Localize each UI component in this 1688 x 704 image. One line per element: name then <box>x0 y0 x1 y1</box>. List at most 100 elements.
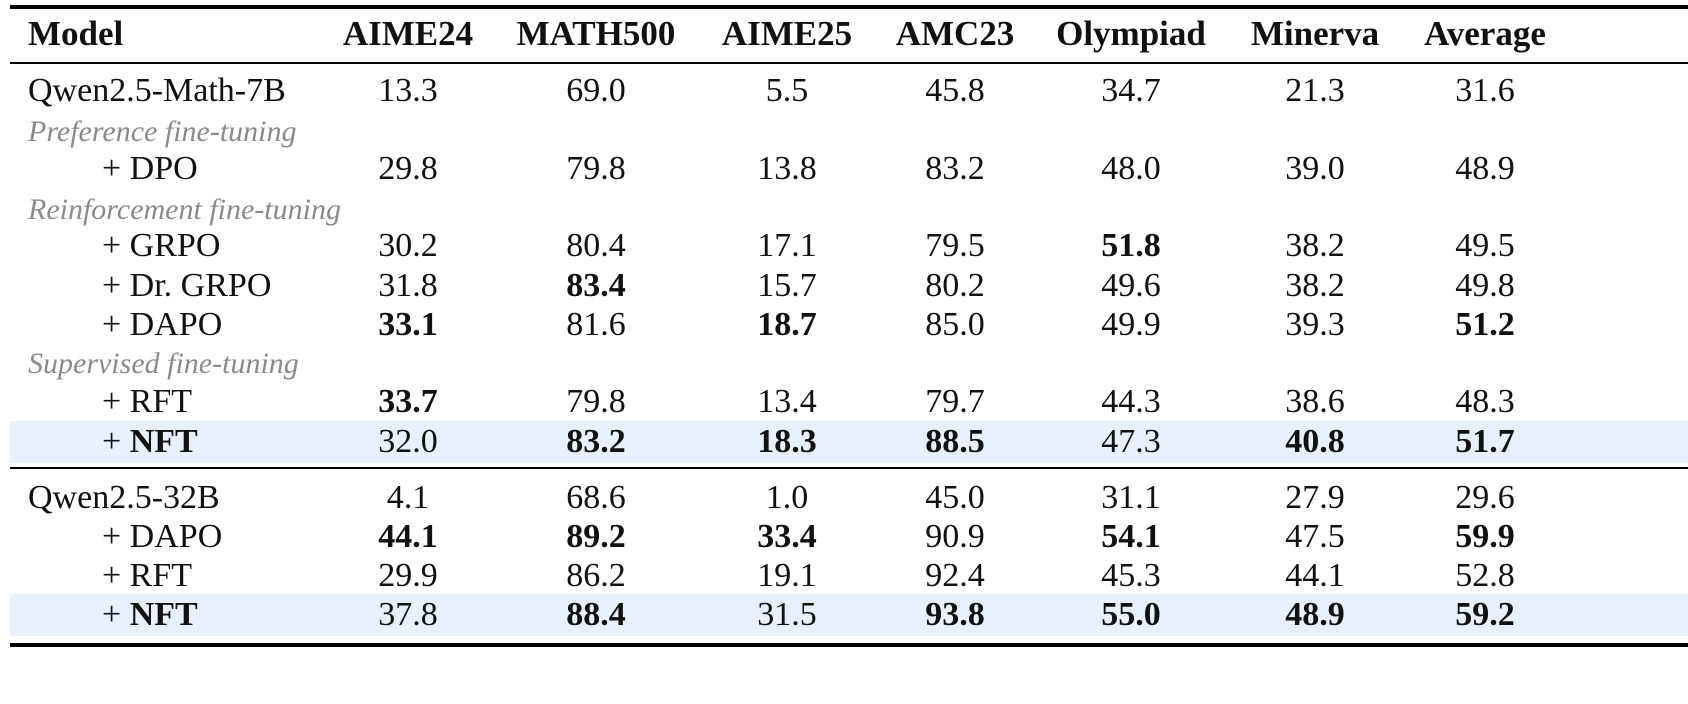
aime24-value: 44.1 <box>378 518 438 555</box>
section-label-supervised: Supervised fine-tuning <box>28 347 299 380</box>
group-separator-rule <box>10 467 1688 469</box>
olympiad-value: 49.6 <box>1101 267 1161 304</box>
table-row: + RFT 29.9 86.2 19.1 92.4 45.3 44.1 52.8 <box>10 555 1688 597</box>
aime24-value: 32.0 <box>378 423 438 460</box>
amc23-value: 88.5 <box>925 423 985 460</box>
math500-value: 80.4 <box>566 227 626 264</box>
header-olympiad: Olympiad <box>1056 14 1206 53</box>
olympiad-value: 45.3 <box>1101 557 1161 594</box>
average-value: 49.5 <box>1455 227 1515 264</box>
aime24-value: 13.3 <box>378 72 438 109</box>
amc23-value: 93.8 <box>925 596 985 633</box>
math500-value: 79.8 <box>566 150 626 187</box>
header-aime25: AIME25 <box>721 14 853 53</box>
average-value: 51.7 <box>1455 423 1515 460</box>
aime25-value: 15.7 <box>757 267 817 304</box>
math500-value: 69.0 <box>566 72 626 109</box>
model-name-nft: NFT <box>129 596 198 633</box>
aime24-value: 30.2 <box>378 227 438 264</box>
amc23-value: 92.4 <box>925 557 985 594</box>
aime25-value: 13.8 <box>757 150 817 187</box>
average-value: 52.8 <box>1455 557 1515 594</box>
model-name: + GRPO <box>102 227 221 264</box>
aime24-value: 29.8 <box>378 150 438 187</box>
olympiad-value: 47.3 <box>1101 423 1161 460</box>
header-row: Model AIME24 MATH500 AIME25 AMC23 Olympi… <box>10 13 1688 55</box>
model-name: + DPO <box>102 150 198 187</box>
header-aime24: AIME24 <box>342 14 474 53</box>
math500-value: 81.6 <box>566 306 626 343</box>
table-row: + Dr. GRPO 31.8 83.4 15.7 80.2 49.6 38.2… <box>10 265 1688 307</box>
minerva-value: 40.8 <box>1285 423 1345 460</box>
math500-value: 89.2 <box>566 518 626 555</box>
aime25-value: 1.0 <box>765 479 809 516</box>
average-value: 48.3 <box>1455 383 1515 420</box>
table-row-highlighted: + NFT 32.0 83.2 18.3 88.5 47.3 40.8 51.7 <box>10 421 1688 463</box>
top-rule <box>10 5 1688 9</box>
aime25-value: 18.7 <box>757 306 817 343</box>
aime24-value: 31.8 <box>378 267 438 304</box>
table-row: + DAPO 44.1 89.2 33.4 90.9 54.1 47.5 59.… <box>10 516 1688 558</box>
olympiad-value: 51.8 <box>1101 227 1161 264</box>
aime25-value: 13.4 <box>757 383 817 420</box>
model-name: + NFT <box>102 594 198 636</box>
olympiad-value: 34.7 <box>1101 72 1161 109</box>
aime25-value: 31.5 <box>757 596 817 633</box>
olympiad-value: 44.3 <box>1101 383 1161 420</box>
amc23-value: 45.0 <box>925 479 985 516</box>
model-name: + RFT <box>102 557 193 594</box>
aime25-value: 33.4 <box>757 518 817 555</box>
math500-value: 88.4 <box>566 596 626 633</box>
math500-value: 83.2 <box>566 423 626 460</box>
model-name: + RFT <box>102 383 193 420</box>
olympiad-value: 49.9 <box>1101 306 1161 343</box>
math500-value: 68.6 <box>566 479 626 516</box>
model-name: Qwen2.5-32B <box>28 479 220 516</box>
olympiad-value: 55.0 <box>1101 596 1161 633</box>
header-amc23: AMC23 <box>895 14 1015 53</box>
header-rule <box>10 62 1688 64</box>
olympiad-value: 31.1 <box>1101 479 1161 516</box>
amc23-value: 85.0 <box>925 306 985 343</box>
minerva-value: 39.0 <box>1285 150 1345 187</box>
header-average: Average <box>1424 14 1546 53</box>
olympiad-value: 48.0 <box>1101 150 1161 187</box>
bottom-rule <box>10 643 1688 647</box>
amc23-value: 79.5 <box>925 227 985 264</box>
header-model: Model <box>28 14 124 53</box>
table-row-highlighted: + NFT 37.8 88.4 31.5 93.8 55.0 48.9 59.2 <box>10 594 1688 636</box>
aime25-value: 5.5 <box>765 72 809 109</box>
table-row: + DAPO 33.1 81.6 18.7 85.0 49.9 39.3 51.… <box>10 304 1688 346</box>
minerva-value: 39.3 <box>1285 306 1345 343</box>
average-value: 49.8 <box>1455 267 1515 304</box>
minerva-value: 21.3 <box>1285 72 1345 109</box>
olympiad-value: 54.1 <box>1101 518 1161 555</box>
model-prefix: + <box>102 423 130 460</box>
header-minerva: Minerva <box>1250 14 1380 53</box>
results-table: Model AIME24 MATH500 AIME25 AMC23 Olympi… <box>10 0 1688 704</box>
average-value: 29.6 <box>1455 479 1515 516</box>
model-name: Qwen2.5-Math-7B <box>28 72 286 109</box>
math500-value: 79.8 <box>566 383 626 420</box>
minerva-value: 38.2 <box>1285 227 1345 264</box>
table-row: + DPO 29.8 79.8 13.8 83.2 48.0 39.0 48.9 <box>10 148 1688 190</box>
amc23-value: 80.2 <box>925 267 985 304</box>
aime25-value: 18.3 <box>757 423 817 460</box>
aime24-value: 33.7 <box>378 383 438 420</box>
minerva-value: 27.9 <box>1285 479 1345 516</box>
table-row: Qwen2.5-32B 4.1 68.6 1.0 45.0 31.1 27.9 … <box>10 477 1688 519</box>
aime25-value: 17.1 <box>757 227 817 264</box>
section-row: Supervised fine-tuning <box>10 343 1688 385</box>
amc23-value: 83.2 <box>925 150 985 187</box>
average-value: 59.2 <box>1455 596 1515 633</box>
minerva-value: 38.6 <box>1285 383 1345 420</box>
average-value: 59.9 <box>1455 518 1515 555</box>
aime24-value: 4.1 <box>386 479 430 516</box>
amc23-value: 79.7 <box>925 383 985 420</box>
model-name: + DAPO <box>102 518 223 555</box>
model-name: + Dr. GRPO <box>102 267 272 304</box>
section-label-preference: Preference fine-tuning <box>28 115 297 148</box>
math500-value: 83.4 <box>566 267 626 304</box>
model-name: + NFT <box>102 421 198 463</box>
amc23-value: 45.8 <box>925 72 985 109</box>
